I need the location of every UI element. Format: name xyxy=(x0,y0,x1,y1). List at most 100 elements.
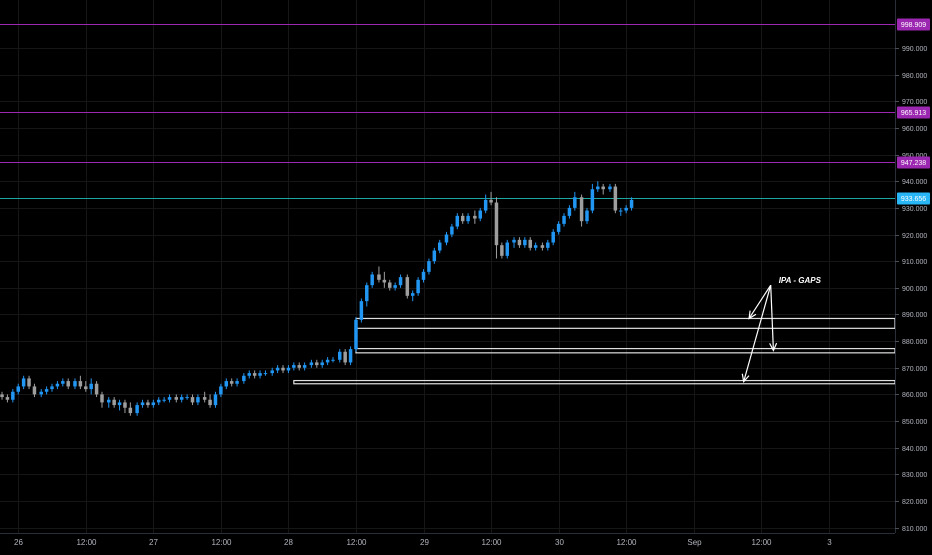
candle-body xyxy=(315,362,319,366)
candle-body xyxy=(455,215,460,227)
candle-body xyxy=(573,197,577,208)
gap-zone xyxy=(355,317,896,329)
candle-body xyxy=(185,397,189,399)
annotation-arrow xyxy=(748,284,772,319)
price-level-label: 998.909 xyxy=(901,22,926,29)
candle-body xyxy=(551,231,555,243)
candle-body xyxy=(252,373,257,376)
candle-body xyxy=(55,383,60,387)
candle-body xyxy=(393,285,397,288)
annotation-arrowhead xyxy=(741,373,750,383)
candle-body xyxy=(0,394,4,398)
candle-body xyxy=(533,245,538,248)
annotation-arrowhead xyxy=(769,342,778,352)
candle-body xyxy=(27,378,31,387)
candle-body xyxy=(78,381,83,387)
y-tick-label: 810.000 xyxy=(902,526,927,533)
candle-body xyxy=(112,399,116,406)
time-axis: 26 12:00 27 12:00 28 12:00 29 12:00 30 12:00 Sep 12… xyxy=(14,538,832,547)
candle-body xyxy=(247,373,251,376)
x-tick-label: 26 xyxy=(14,538,23,547)
candle-body xyxy=(579,197,584,222)
candle-body xyxy=(624,207,628,211)
y-tick-label: 840.000 xyxy=(902,446,927,453)
y-tick-label: 890.000 xyxy=(902,312,927,319)
x-tick-label: 12:00 xyxy=(346,538,367,547)
candle-body xyxy=(50,386,54,390)
candle-body xyxy=(84,386,88,390)
candle-body xyxy=(135,405,139,414)
candle-body xyxy=(398,277,403,286)
candle-body xyxy=(478,210,483,219)
candle-body xyxy=(348,349,353,363)
price-level-label: 947.238 xyxy=(901,160,926,167)
candle-body xyxy=(302,365,307,368)
candle-body xyxy=(128,407,133,414)
annotation-layer: IPA - GAPS xyxy=(741,276,822,383)
gap-zone xyxy=(293,379,896,385)
annotation-arrow xyxy=(770,285,775,351)
price-level-label-bg xyxy=(897,106,930,119)
candle-body xyxy=(343,351,347,363)
candle-body xyxy=(196,397,200,403)
candle-body xyxy=(540,245,545,248)
candle-body xyxy=(167,397,172,400)
candle-body xyxy=(297,365,301,368)
candle-body xyxy=(370,274,374,286)
y-tick-label: 990.000 xyxy=(902,46,927,53)
candle-body xyxy=(123,402,127,408)
y-tick-label: 870.000 xyxy=(902,366,927,373)
candle-body xyxy=(325,359,330,363)
candle-body xyxy=(444,234,449,243)
candle-body xyxy=(437,242,442,251)
annotation-arrowhead xyxy=(748,310,757,320)
candle-body xyxy=(517,239,522,246)
candle-body xyxy=(89,383,93,390)
candle-body xyxy=(483,199,488,211)
candle-body xyxy=(11,391,15,400)
candle-body xyxy=(562,215,566,224)
candle-body xyxy=(432,250,437,262)
y-tick-label: 830.000 xyxy=(902,472,927,479)
candle-body xyxy=(500,245,504,256)
candle-body xyxy=(44,389,49,392)
gap-zone xyxy=(355,347,896,354)
gap-rectangles-layer xyxy=(293,317,896,385)
candle-body xyxy=(405,277,410,296)
candle-body xyxy=(494,202,499,246)
candle-body xyxy=(320,362,324,366)
candle-body xyxy=(523,239,527,246)
candle-body xyxy=(162,399,166,401)
y-tick-label: 900.000 xyxy=(902,286,927,293)
candle-body xyxy=(466,215,470,222)
candle-body xyxy=(567,207,572,216)
candle-body xyxy=(275,367,280,371)
annotation-label: IPA - GAPS xyxy=(779,276,822,285)
candle-body xyxy=(94,383,99,395)
y-tick-label: 920.000 xyxy=(902,233,927,240)
x-tick-label: Sep xyxy=(687,538,702,547)
y-tick-label: 860.000 xyxy=(902,392,927,399)
candles-layer xyxy=(0,181,634,416)
candle-body xyxy=(213,394,218,406)
candle-body xyxy=(21,378,26,387)
candle-body xyxy=(202,397,207,400)
candle-body xyxy=(546,242,550,248)
candle-body xyxy=(208,399,212,406)
candle-body xyxy=(377,274,381,280)
candle-body xyxy=(242,375,246,382)
candle-body xyxy=(388,282,392,288)
price-level-label: 933.656 xyxy=(901,196,926,203)
x-tick-label: 12:00 xyxy=(211,538,232,547)
candle-body xyxy=(365,285,369,302)
candle-body xyxy=(263,373,268,375)
candle-body xyxy=(66,381,70,387)
candle-body xyxy=(309,362,314,366)
y-tick-label: 880.000 xyxy=(902,339,927,346)
candle-body xyxy=(286,367,291,371)
x-tick-label: 28 xyxy=(284,538,293,547)
y-tick-label: 940.000 xyxy=(902,179,927,186)
candle-body xyxy=(179,397,184,400)
